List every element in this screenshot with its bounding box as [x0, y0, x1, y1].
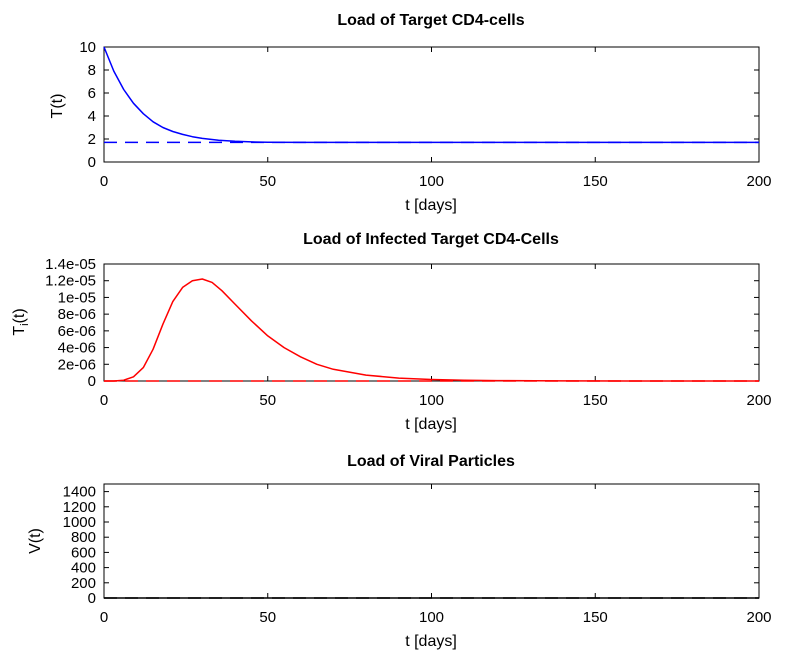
series-line [104, 278, 759, 382]
plot-frame [103, 263, 760, 382]
x-tick-label: 200 [746, 173, 771, 190]
y-tick-label: 0 [88, 154, 96, 171]
plot-frame [103, 483, 760, 599]
y-tick-label: 2 [88, 131, 96, 148]
y-axis-label: Ti(t) [11, 308, 31, 335]
y-tick-label: 1.2e-05 [45, 273, 96, 290]
y-tick-label: 400 [71, 560, 96, 577]
y-axis-label: V(t) [27, 528, 44, 554]
y-tick-label: 1000 [63, 514, 96, 531]
y-tick-label: 1400 [63, 484, 96, 501]
x-tick-label: 150 [583, 392, 608, 409]
x-axis-label: t [days] [405, 197, 457, 214]
y-tick-label: 1e-05 [58, 289, 96, 306]
y-tick-label: 2e-06 [58, 356, 96, 373]
y-tick-label: 8 [88, 62, 96, 79]
chart-title: Load of Viral Particles [347, 453, 515, 470]
plot-frame [103, 46, 760, 163]
x-tick-label: 150 [583, 609, 608, 626]
x-tick-label: 0 [100, 392, 108, 409]
y-tick-label: 200 [71, 575, 96, 592]
y-tick-label: 800 [71, 529, 96, 546]
x-tick-label: 50 [259, 173, 276, 190]
panel-infected-cells: Load of Infected Target CD4-Cells t [day… [11, 231, 772, 433]
chart-title: Load of Infected Target CD4-Cells [303, 231, 559, 248]
y-tick-label: 0 [88, 373, 96, 390]
panel-target-cells: Load of Target CD4-cells t [days] T(t) 0… [49, 12, 772, 214]
y-tick-label: 4 [88, 108, 96, 125]
y-axis-label: T(t) [49, 94, 66, 119]
y-axis-label-main: T [11, 326, 28, 336]
y-tick-label: 1.4e-05 [45, 256, 96, 273]
x-tick-label: 50 [259, 609, 276, 626]
x-tick-label: 100 [419, 392, 444, 409]
x-axis-label: t [days] [405, 416, 457, 433]
y-tick-label: 6e-06 [58, 323, 96, 340]
series-line [103, 46, 759, 144]
x-tick-label: 50 [259, 392, 276, 409]
x-tick-label: 150 [583, 173, 608, 190]
y-tick-label: 1200 [63, 499, 96, 516]
y-axis-label-rest: (t) [11, 308, 28, 323]
y-tick-label: 4e-06 [58, 340, 96, 357]
y-axis-label-subscript: i [19, 323, 31, 325]
chart-title: Load of Target CD4-cells [337, 12, 524, 29]
x-tick-label: 0 [100, 173, 108, 190]
y-tick-label: 6 [88, 85, 96, 102]
x-tick-label: 200 [746, 609, 771, 626]
y-tick-label: 0 [88, 590, 96, 607]
panel-viral-particles: Load of Viral Particles t [days] V(t) 0 5… [27, 453, 772, 650]
x-tick-label: 200 [746, 392, 771, 409]
x-tick-label: 0 [100, 609, 108, 626]
y-tick-label: 8e-06 [58, 306, 96, 323]
x-axis-label: t [days] [405, 633, 457, 650]
x-tick-label: 100 [419, 609, 444, 626]
y-tick-label: 600 [71, 544, 96, 561]
x-tick-label: 100 [419, 173, 444, 190]
y-tick-label: 10 [79, 39, 96, 56]
